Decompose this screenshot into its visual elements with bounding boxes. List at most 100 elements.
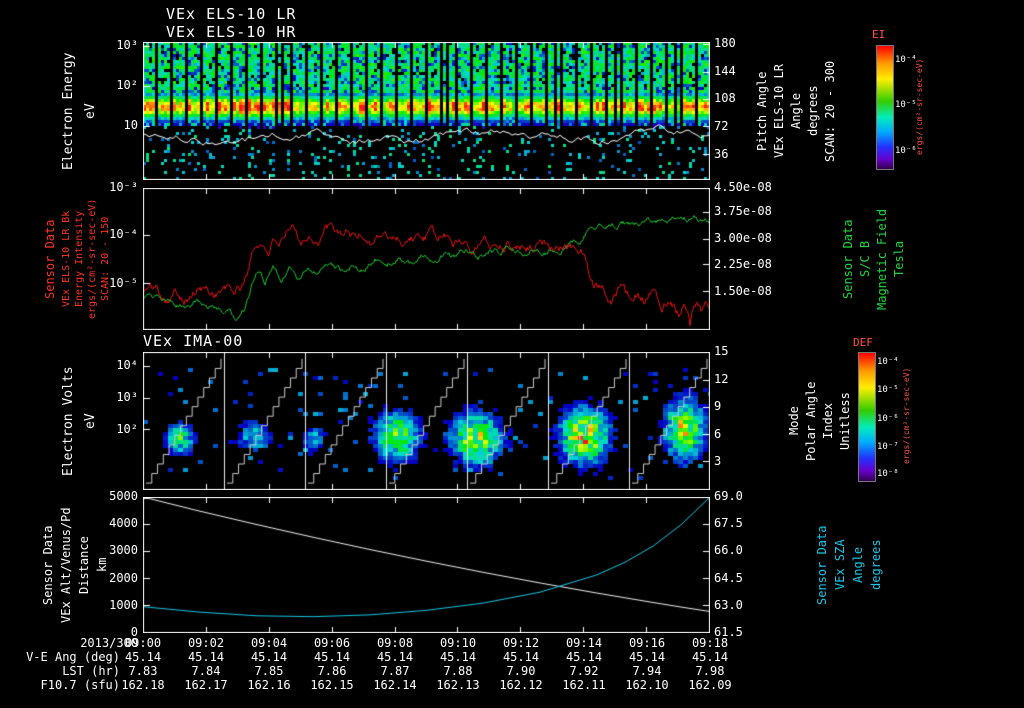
row-1-value-7: 7.92 — [569, 664, 599, 678]
panel2-rtick-4: 1.50e-08 — [714, 283, 772, 298]
time-label-5: 09:10 — [439, 636, 477, 650]
panel1-yaxis-title: Electron Energy — [61, 52, 76, 170]
panel4-right-label-2: Angle — [851, 546, 865, 584]
panel1-title-line2: VEx ELS-10 HR — [166, 23, 297, 41]
panel3-yaxis-unit: eV — [83, 413, 98, 429]
panel4-rtick-3: 64.5 — [714, 570, 743, 585]
row-2-value-7: 162.11 — [562, 678, 606, 692]
time-label-2: 09:04 — [250, 636, 288, 650]
panel1-yaxis-unit: eV — [83, 103, 98, 119]
panel2-left-label-0: Sensor Data — [43, 219, 57, 299]
row-1-value-1: 7.84 — [191, 664, 221, 678]
els-spectrogram-canvas — [143, 42, 710, 180]
colorbar-els-unit-label: ergs/(cm²-sr-sec-eV) — [915, 58, 924, 156]
row-1-value-8: 7.94 — [632, 664, 662, 678]
panel2-right-label-0: Sensor Data — [841, 219, 855, 299]
panel1-right-label-4: SCAN: 20 - 300 — [823, 60, 837, 162]
row-0-value-2: 45.14 — [250, 650, 288, 664]
panel2-left-label-2: Energy Intensity — [74, 210, 85, 308]
altitude-sza-canvas — [143, 497, 710, 633]
panel4-rtick-2: 66.0 — [714, 543, 743, 558]
panel1-right-label-2: Angle — [789, 92, 803, 130]
row-2-value-5: 162.13 — [436, 678, 480, 692]
colorbar-ima-tick-0: 10⁻⁴ — [877, 357, 899, 368]
time-label-3: 09:06 — [313, 636, 351, 650]
panel2-ytick-0: 10⁻³ — [109, 180, 138, 194]
intensity-bfield-canvas — [143, 188, 710, 330]
row-1-value-0: 7.83 — [128, 664, 158, 678]
panel4-rtick-4: 63.0 — [714, 597, 743, 612]
row-1-value-4: 7.87 — [380, 664, 410, 678]
colorbar-els — [876, 45, 894, 170]
panel2-ytick-1: 10⁻⁴ — [109, 227, 138, 241]
row-2-value-8: 162.10 — [625, 678, 669, 692]
time-label-9: 09:18 — [691, 636, 729, 650]
panel2-right-label-3: Tesla — [892, 240, 906, 278]
panel3-title: VEx IMA-00 — [143, 332, 244, 350]
row-1-value-3: 7.86 — [317, 664, 347, 678]
date-label: 2013/300 — [80, 636, 138, 650]
row-label-f107: F10.7 (sfu) — [40, 678, 120, 692]
panel3-rtick-3: 6 — [714, 426, 722, 441]
row-0-value-5: 45.14 — [439, 650, 477, 664]
panel3-yaxis-title: Electron Volts — [61, 366, 76, 476]
panel3-right-label-0: Mode — [787, 406, 801, 436]
row-0-value-9: 45.14 — [691, 650, 729, 664]
panel2-right-label-2: Magnetic Field — [875, 208, 889, 310]
panel2-rtick-2: 3.00e-08 — [714, 230, 772, 245]
ima-spectrogram-canvas — [143, 352, 710, 490]
time-label-1: 09:02 — [187, 636, 225, 650]
panel4-rtick-1: 67.5 — [714, 516, 743, 531]
row-label-lst: LST (hr) — [62, 664, 120, 678]
colorbar-ima — [858, 352, 876, 482]
panel4-ytick-0: 5000 — [109, 489, 138, 503]
panel2-left-label-4: SCAN: 20 - 150 — [100, 216, 111, 302]
panel4-ytick-5: 0 — [130, 625, 138, 639]
row-1-value-2: 7.85 — [254, 664, 284, 678]
panel1-ytick-2: 10 — [123, 118, 138, 133]
row-2-value-0: 162.18 — [121, 678, 165, 692]
panel2-rtick-1: 3.75e-08 — [714, 203, 772, 218]
panel2-left-label-3: ergs/(cm²-sr-sec-eV) — [87, 198, 98, 320]
colorbar-ima-tick-1: 10⁻⁵ — [877, 385, 899, 396]
panel3-right-label-1: Polar Angle — [804, 381, 818, 461]
row-label-ve-ang: V-E Ang (deg) — [26, 650, 120, 664]
colorbar-els-tick-0: 10⁻⁴ — [895, 54, 917, 65]
row-2-value-2: 162.16 — [247, 678, 291, 692]
panel1-right-label-3: degrees — [806, 85, 820, 137]
panel1-title-line1: VEx ELS-10 LR — [166, 5, 297, 23]
time-label-6: 09:12 — [502, 636, 540, 650]
panel4-right-label-0: Sensor Data — [815, 525, 829, 605]
panel3-rtick-1: 12 — [714, 372, 729, 386]
panel2-rtick-0: 4.50e-08 — [714, 180, 772, 194]
colorbar-els-tick-2: 10⁻⁶ — [895, 145, 917, 156]
colorbar-ima-tick-4: 10⁻⁸ — [877, 468, 899, 479]
time-label-4: 09:08 — [376, 636, 414, 650]
row-2-value-3: 162.15 — [310, 678, 354, 692]
panel3-right-label-2: Index — [821, 402, 835, 440]
panel4-ytick-4: 1000 — [109, 597, 138, 612]
row-0-value-7: 45.14 — [565, 650, 603, 664]
colorbar-ima-tick-3: 10⁻⁷ — [877, 441, 899, 452]
panel4-ytick-1: 4000 — [109, 516, 138, 531]
panel2-left-label-1: VEx ELS-10 LR Bk — [61, 210, 72, 308]
colorbar-els-tick-1: 10⁻⁵ — [895, 100, 917, 111]
panel2-ytick-2: 10⁻⁵ — [109, 275, 138, 290]
row-0-value-6: 45.14 — [502, 650, 540, 664]
panel1-ytick-1: 10² — [116, 78, 138, 93]
row-0-value-3: 45.14 — [313, 650, 351, 664]
row-2-value-4: 162.14 — [373, 678, 417, 692]
panel3-ytick-2: 10² — [116, 421, 138, 436]
panel2-rtick-3: 2.25e-08 — [714, 256, 772, 271]
row-1-value-6: 7.90 — [506, 664, 536, 678]
row-2-value-6: 162.12 — [499, 678, 543, 692]
colorbar-ima-tick-2: 10⁻⁶ — [877, 413, 899, 424]
colorbar-els-title: EI — [872, 28, 886, 41]
panel4-ytick-2: 3000 — [109, 543, 138, 558]
panel4-ytick-3: 2000 — [109, 570, 138, 585]
panel1-right-label-0: Pitch Angle — [755, 71, 769, 151]
row-0-value-1: 45.14 — [187, 650, 225, 664]
panel3-rtick-2: 9 — [714, 399, 722, 414]
panel3-rtick-0: 15 — [714, 344, 729, 358]
